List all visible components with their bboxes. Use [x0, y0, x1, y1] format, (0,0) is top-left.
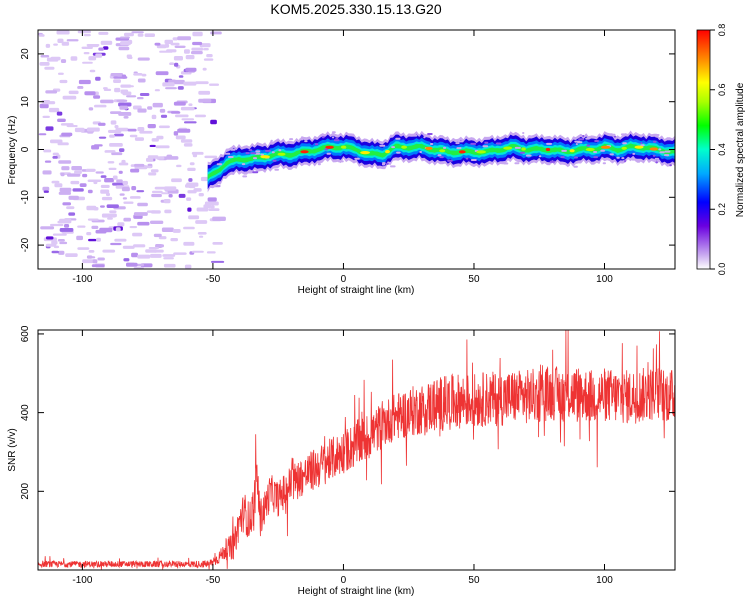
colorbar-label: Normalized spectral amplitude — [735, 82, 746, 217]
snr-xtick-label: -50 — [206, 575, 221, 586]
spectrogram-xtick-label: 0 — [341, 274, 347, 285]
snr-ytick-label: 400 — [20, 404, 31, 421]
chart-title: KOM5.2025.330.15.13.G20 — [270, 1, 441, 17]
colorbar: 0.0 0.2 0.4 0.6 0.8 Normalized spectral ampl… — [696, 24, 746, 276]
colorbar-tick-label: 0.4 — [717, 143, 727, 156]
spectrogram-xtick-label: -100 — [72, 274, 92, 285]
colorbar-tick-label: 0.2 — [717, 203, 727, 216]
spectrogram-noise — [38, 30, 226, 269]
colorbar-tick-label: 0.0 — [717, 263, 727, 276]
spectrogram-ytick-label: -20 — [20, 237, 31, 252]
spectrogram-ylabel: Frequency (Hz) — [7, 116, 18, 185]
snr-ytick-label: 600 — [20, 325, 31, 342]
snr-xtick-label: 100 — [596, 575, 613, 586]
spectrogram-ytick-label: -10 — [20, 190, 31, 205]
spectrogram-xtick-label: -50 — [206, 274, 221, 285]
spectrogram-ytick-label: 0 — [20, 146, 31, 152]
snr-panel: -100 -50 0 50 100 600 400 200 Height of straigh… — [7, 325, 676, 597]
snr-ylabel: SNR (v/v) — [7, 428, 18, 471]
snr-xtick-label: 0 — [341, 575, 347, 586]
snr-xtick-label: -100 — [72, 575, 92, 586]
spectrogram-xtick-label: 50 — [468, 274, 480, 285]
snr-series-line — [38, 330, 675, 570]
snr-ytick-label: 200 — [20, 483, 31, 500]
colorbar-tick-label: 0.6 — [717, 83, 727, 96]
spectrogram-xlabel: Height of straight line (km) — [298, 285, 415, 296]
colorbar-tick-label: 0.8 — [717, 24, 727, 37]
snr-xtick-label: 50 — [468, 575, 480, 586]
spectrogram-xtick-label: 100 — [596, 274, 613, 285]
spectrogram-ytick-label: 20 — [20, 48, 31, 60]
spectrogram-signal-band — [207, 130, 675, 193]
snr-frame — [37, 329, 676, 571]
colorbar-gradient — [696, 29, 711, 270]
spectrogram-hotspots — [260, 145, 658, 159]
spectrogram-ytick-label: 10 — [20, 96, 31, 108]
snr-xlabel: Height of straight line (km) — [298, 586, 415, 597]
